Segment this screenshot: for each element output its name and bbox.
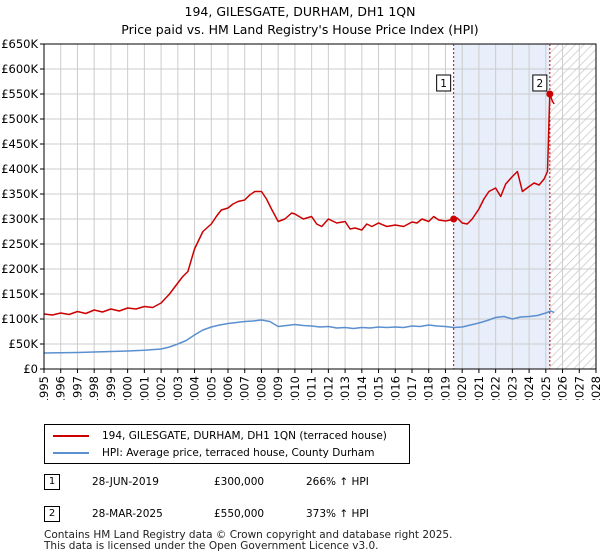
legend-swatch-property	[53, 435, 89, 437]
hatched-span	[549, 44, 596, 369]
x-tick-label: 2020	[455, 376, 469, 400]
legend: 194, GILESGATE, DURHAM, DH1 1QN (terrace…	[44, 424, 410, 464]
footer-line-2: This data is licensed under the Open Gov…	[44, 540, 379, 552]
y-tick-label: £550K	[1, 87, 38, 101]
transaction-hpi: 373% ↑ HPI	[306, 508, 369, 520]
series-line-property	[43, 93, 555, 316]
legend-item-hpi: HPI: Average price, terraced house, Coun…	[53, 447, 374, 459]
y-tick-label: £50K	[9, 337, 39, 351]
legend-item-property: 194, GILESGATE, DURHAM, DH1 1QN (terrace…	[53, 430, 387, 442]
x-tick-label: 2009	[271, 376, 285, 400]
y-tick-label: £500K	[1, 112, 38, 126]
x-tick-label: 2013	[338, 376, 352, 400]
shaded-span	[453, 44, 550, 369]
transaction-price: £550,000	[214, 508, 265, 520]
x-tick-label: 1996	[54, 376, 68, 400]
x-tick-label: 1998	[87, 376, 101, 400]
transaction-badge: 1	[44, 474, 60, 490]
transaction-marker-box	[436, 74, 452, 92]
chart-title: 194, GILESGATE, DURHAM, DH1 1QN	[184, 4, 416, 19]
transaction-price: £300,000	[214, 476, 265, 488]
x-tick-label: 2010	[288, 376, 302, 400]
x-tick-label: 2002	[154, 376, 168, 400]
y-tick-label: £450K	[1, 137, 38, 151]
legend-label-hpi: HPI: Average price, terraced house, Coun…	[102, 447, 375, 459]
x-tick-label: 2003	[171, 376, 185, 400]
x-tick-label: 2025	[539, 376, 553, 400]
x-tick-label: 2024	[522, 376, 536, 400]
y-tick-label: £650K	[1, 37, 38, 51]
x-tick-label: 2004	[188, 376, 202, 400]
transaction-date: 28-JUN-2019	[92, 476, 159, 488]
x-tick-label: 1999	[104, 376, 118, 400]
footer-line-1: Contains HM Land Registry data © Crown c…	[44, 529, 453, 541]
x-tick-label: 2021	[472, 376, 486, 400]
x-tick-label: 2014	[355, 376, 369, 400]
x-tick-label: 2015	[372, 376, 386, 400]
y-tick-label: £350K	[1, 187, 38, 201]
x-tick-label: 2000	[121, 376, 135, 400]
x-tick-label: 2027	[572, 376, 586, 400]
y-tick-label: £150K	[1, 287, 38, 301]
x-tick-label: 2011	[305, 376, 319, 400]
footer-attribution: Contains HM Land Registry data © Crown c…	[44, 530, 452, 552]
x-tick-label: 2012	[321, 376, 335, 400]
y-tick-label: £400K	[1, 162, 38, 176]
transaction-marker-label: 2	[536, 78, 543, 90]
x-tick-label: 2022	[489, 376, 503, 400]
x-tick-label: 2019	[438, 376, 452, 400]
x-tick-label: 2007	[238, 376, 252, 400]
transaction-marker-label: 1	[440, 78, 447, 90]
legend-label-property: 194, GILESGATE, DURHAM, DH1 1QN (terrace…	[102, 430, 387, 442]
series-line-hpi	[43, 310, 555, 354]
y-tick-label: £250K	[1, 237, 38, 251]
plot-frame	[43, 43, 597, 370]
x-tick-label: 2017	[405, 376, 419, 400]
price-chart: £0 £50K £100K £150K £200K £250K £300K £350K £400…	[1, 37, 600, 400]
legend-swatch-hpi	[53, 452, 89, 454]
x-tick-label: 2006	[221, 376, 235, 400]
x-tick-label: 2026	[556, 376, 570, 400]
chart-subtitle: Price paid vs. HM Land Registry's House …	[121, 22, 479, 37]
transaction-point	[546, 90, 554, 98]
x-tick-label: 2016	[388, 376, 402, 400]
transaction-hpi: 266% ↑ HPI	[306, 476, 369, 488]
x-tick-label: 2018	[422, 376, 436, 400]
x-tick-label: 2023	[505, 376, 519, 400]
x-tick-label: 1995	[37, 376, 51, 400]
transaction-badge: 2	[44, 506, 60, 522]
transaction-point	[450, 215, 458, 223]
x-tick-label: 1997	[70, 376, 84, 400]
y-tick-label: £200K	[1, 262, 38, 276]
y-tick-label: £100K	[1, 312, 38, 326]
y-tick-label: £300K	[1, 212, 38, 226]
x-tick-label: 2028	[589, 376, 600, 400]
x-tick-label: 2008	[254, 376, 268, 400]
x-tick-label: 2001	[137, 376, 151, 400]
x-tick-label: 2005	[204, 376, 218, 400]
y-tick-label: £0	[23, 362, 38, 376]
table-row: 2 28-MAR-2025 £550,000 373% ↑ HPI	[44, 506, 564, 526]
transaction-marker-box	[532, 74, 548, 92]
y-tick-label: £600K	[1, 62, 38, 76]
table-row: 1 28-JUN-2019 £300,000 266% ↑ HPI	[44, 474, 564, 494]
transaction-date: 28-MAR-2025	[92, 508, 163, 520]
